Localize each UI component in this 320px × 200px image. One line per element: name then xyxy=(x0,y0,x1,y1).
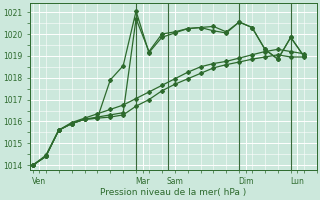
X-axis label: Pression niveau de la mer( hPa ): Pression niveau de la mer( hPa ) xyxy=(100,188,247,197)
